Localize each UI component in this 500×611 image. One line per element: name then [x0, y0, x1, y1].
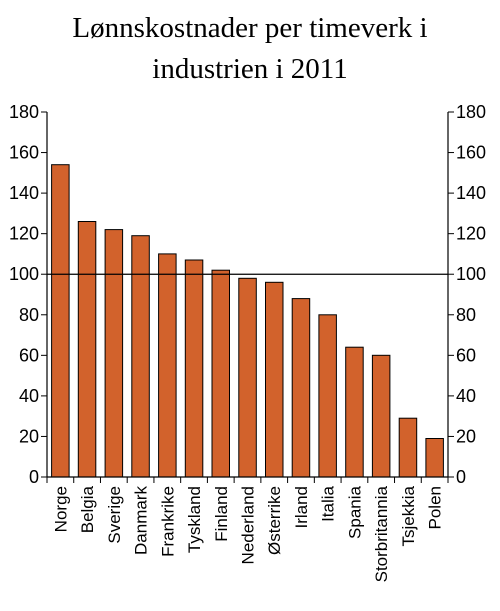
x-tick-label: Belgia	[78, 485, 97, 533]
y-tick-label-left: 100	[9, 264, 39, 284]
y-tick-label-right: 40	[456, 386, 476, 406]
x-tick-label: Polen	[426, 486, 445, 529]
y-tick-label-right: 80	[456, 305, 476, 325]
y-tick-label-right: 180	[456, 102, 486, 122]
x-tick-label: Østerrike	[265, 486, 284, 555]
y-tick-label-left: 160	[9, 143, 39, 163]
bar-danmark	[131, 235, 150, 478]
chart-title-line-1: Lønnskostnader per timeverk i	[72, 12, 428, 44]
y-tick-label-left: 20	[19, 426, 39, 446]
x-tick-label: Frankrike	[158, 486, 177, 557]
y-tick-label-right: 140	[456, 183, 486, 203]
bar-polen	[425, 438, 444, 478]
y-tick-label-left: 80	[19, 305, 39, 325]
x-tick-label: Tyskland	[185, 486, 204, 553]
y-tick-label-left: 40	[19, 386, 39, 406]
y-tick-label-left: 0	[29, 467, 39, 487]
bar-finland	[211, 269, 230, 478]
y-tick-label-right: 100	[456, 264, 486, 284]
bar-spania	[345, 346, 364, 478]
chart-title: Lønnskostnader per timeverk i industrien…	[0, 8, 500, 90]
y-tick-label-right: 60	[456, 345, 476, 365]
chart-title-line-2: industrien i 2011	[152, 53, 348, 85]
bars-group	[51, 164, 444, 478]
bar-tyskland	[184, 259, 204, 478]
bar-italia	[318, 314, 337, 478]
axes-group: Norge Belgia Sverige Danmark Frankrike Tyskla…	[9, 102, 486, 582]
bar-frankrike	[158, 253, 177, 478]
bar-storbritannia	[371, 354, 391, 478]
bar-norge	[51, 164, 70, 478]
x-tick-label: Irland	[292, 486, 311, 529]
y-tick-label-right: 20	[456, 426, 476, 446]
y-tick-label-left: 140	[9, 183, 39, 203]
y-tick-label-right: 0	[456, 467, 466, 487]
x-tick-label: Storbritannia	[372, 485, 391, 582]
x-tick-label: Finland	[212, 486, 231, 542]
x-tick-label: Norge	[51, 486, 70, 532]
bar-tsjekkia	[398, 417, 418, 478]
y-tick-label-right: 120	[456, 224, 486, 244]
x-tick-label: Spania	[345, 485, 364, 538]
bar-nederland	[238, 277, 257, 478]
y-tick-label-left: 180	[9, 102, 39, 122]
bar-sverige	[104, 229, 124, 478]
bar-belgia	[77, 221, 97, 478]
x-tick-label: Nederland	[239, 486, 258, 564]
x-tick-label: Danmark	[132, 486, 151, 555]
y-tick-label-left: 60	[19, 345, 39, 365]
y-tick-label-left: 120	[9, 224, 39, 244]
bar-østerrike	[265, 281, 284, 478]
x-tick-label: Italia	[319, 485, 338, 521]
bar-irland	[291, 298, 311, 478]
x-tick-label: Tsjekkia	[399, 485, 418, 546]
x-tick-label: Sverige	[105, 486, 124, 544]
y-tick-label-right: 160	[456, 143, 486, 163]
